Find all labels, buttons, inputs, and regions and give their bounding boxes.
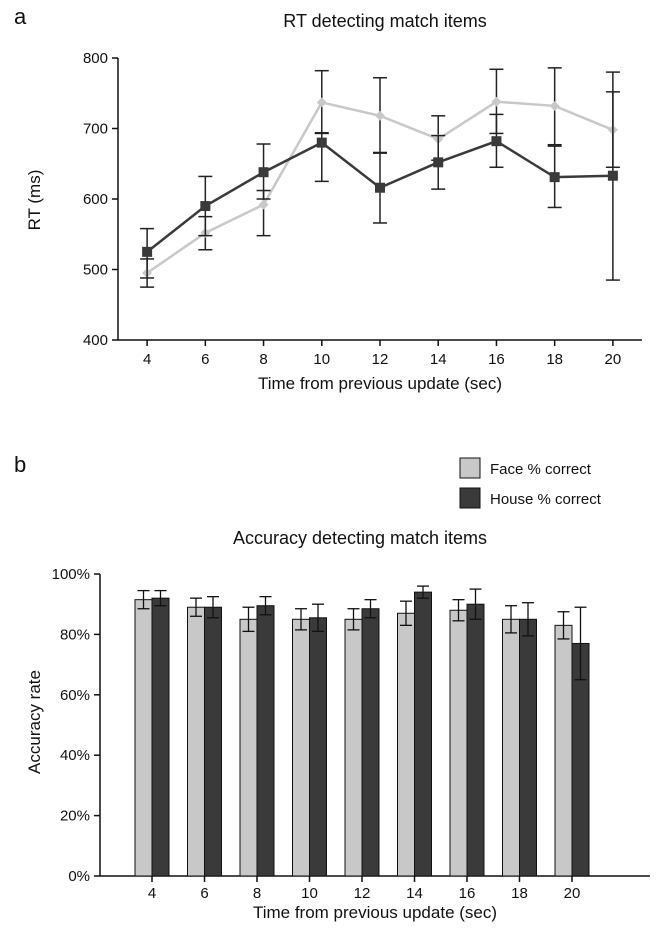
chart-a-point-house xyxy=(375,182,385,193)
chart-b-errorbar-face xyxy=(557,611,570,640)
chart-b-bar-house xyxy=(256,605,275,877)
chart-b-xtick-label: 12 xyxy=(354,885,371,902)
chart-b-xtick-label: 4 xyxy=(148,885,156,902)
chart-b-errorbar-house xyxy=(522,602,534,637)
panel-b-letter: b xyxy=(14,452,26,477)
chart-b-xtick-label: 16 xyxy=(459,885,476,902)
chart-b-bar-face xyxy=(187,606,205,877)
chart-a-ylabel: RT (ms) xyxy=(25,170,44,231)
chart-a-point-face xyxy=(258,199,269,210)
chart-b-errorbar-house xyxy=(312,603,324,633)
chart-a-ytick-label: 600 xyxy=(83,191,108,208)
chart-a-point-house xyxy=(316,137,327,148)
chart-b-plot-area xyxy=(134,585,590,877)
chart-b-bar-face xyxy=(292,618,310,877)
chart-a-xtick-label: 20 xyxy=(605,351,622,368)
chart-b-ytick-label: 40% xyxy=(60,747,90,764)
legend-house-swatch xyxy=(459,487,481,509)
chart-b-ytick-label: 60% xyxy=(60,687,90,704)
chart-b-bar-house xyxy=(204,606,222,877)
chart-b-bar-house xyxy=(151,597,170,877)
chart-a-plot-area xyxy=(140,67,620,288)
chart-b-bar-house xyxy=(361,608,380,877)
chart-b-bar-house xyxy=(414,591,432,877)
chart-b-ytick-label: 100% xyxy=(52,566,90,583)
chart-b-bar-house xyxy=(309,617,327,877)
chart-b-bar-face xyxy=(239,618,258,877)
chart-b-errorbar-face xyxy=(452,599,465,622)
chart-b-xtick-label: 8 xyxy=(253,885,261,902)
chart-b-errorbar-face xyxy=(295,608,307,631)
chart-b-errorbar-house xyxy=(417,585,429,599)
chart-a-point-house xyxy=(549,172,560,183)
chart-b-errorbar-house xyxy=(259,596,272,616)
chart-b-bar-house xyxy=(519,618,537,877)
chart-a-point-house xyxy=(258,167,269,178)
chart-b-errorbar-face xyxy=(400,600,412,626)
chart-a-point-house xyxy=(607,170,618,181)
chart-a-xtick-label: 16 xyxy=(488,351,505,368)
chart-b-bar-face xyxy=(344,618,363,877)
chart-b-xtick-label: 20 xyxy=(564,885,581,902)
chart-a-xtick-label: 4 xyxy=(143,351,151,368)
chart-b-bar-face xyxy=(502,618,520,877)
chart-b-errorbar-face xyxy=(190,597,202,617)
chart-b-xtick-label: 18 xyxy=(511,885,528,902)
chart-b-bar-face xyxy=(554,624,573,877)
chart-a-title: RT detecting match items xyxy=(283,11,486,31)
chart-a-xtick-label: 8 xyxy=(259,351,267,368)
chart-a-xtick-label: 14 xyxy=(430,351,447,368)
chart-a-point-house xyxy=(433,157,444,168)
panel-a-letter: a xyxy=(14,4,27,29)
chart-b-xtick-label: 14 xyxy=(406,885,423,902)
chart-a-ytick-label: 400 xyxy=(83,332,108,349)
chart-a-point-face xyxy=(375,110,385,121)
legend: Face % correct House % correct xyxy=(459,457,602,509)
chart-b-errorbar-house xyxy=(207,596,219,619)
legend-house-label: House % correct xyxy=(490,491,602,508)
chart-a-ytick-label: 800 xyxy=(83,50,108,67)
chart-b-errorbar-face xyxy=(242,606,255,633)
chart-a-point-house xyxy=(200,201,211,212)
chart-a-point-face xyxy=(491,96,502,107)
chart-b-errorbar-house xyxy=(154,589,167,607)
chart-a-xtick-label: 18 xyxy=(546,351,563,368)
chart-b-xlabel: Time from previous update (sec) xyxy=(253,903,497,922)
chart-a-xlabel: Time from previous update (sec) xyxy=(258,374,502,393)
chart-b-errorbar-face xyxy=(347,608,360,631)
chart-a-xtick-label: 10 xyxy=(313,351,330,368)
chart-b-ytick-label: 80% xyxy=(60,626,90,643)
chart-a-point-face xyxy=(549,100,560,111)
chart-a-point-face xyxy=(316,97,327,108)
chart-b-ytick-label: 0% xyxy=(68,868,90,885)
chart-b-xtick-label: 10 xyxy=(301,885,318,902)
chart-a-series-house xyxy=(140,91,620,281)
chart-a-ytick-label: 500 xyxy=(83,262,108,279)
chart-b-errorbar-house xyxy=(574,606,587,681)
panel-b-bar-chart: b Face % correct House % correct Accurac… xyxy=(14,452,650,922)
chart-a-point-house xyxy=(491,136,502,147)
chart-b-bar-face xyxy=(449,609,468,877)
chart-b-ylabel: Accuracy rate xyxy=(25,670,44,774)
chart-b-xtick-label: 6 xyxy=(200,885,208,902)
legend-face-label: Face % correct xyxy=(490,461,592,478)
panel-a-line-chart: a RT detecting match items RT (ms) Time … xyxy=(14,4,642,393)
chart-b-bar-face xyxy=(397,612,415,877)
chart-b-ytick-label: 20% xyxy=(60,808,90,825)
chart-b-errorbar-face xyxy=(505,605,517,634)
chart-a-xtick-label: 12 xyxy=(372,351,389,368)
chart-b-bar-house xyxy=(466,603,485,877)
legend-face-swatch xyxy=(459,457,481,479)
chart-a-errorbar-house xyxy=(605,91,620,281)
chart-a-ytick-label: 700 xyxy=(83,121,108,138)
chart-b-title: Accuracy detecting match items xyxy=(233,528,487,548)
chart-a-axes: 400 500 600 700 800 4 6 8 10 12 14 16 18 20 xyxy=(83,50,642,368)
chart-b-errorbar-house xyxy=(469,588,482,620)
chart-b-errorbar-face xyxy=(137,589,150,610)
chart-a-point-house xyxy=(142,246,153,257)
chart-b-bar-face xyxy=(134,599,153,877)
chart-b-errorbar-house xyxy=(364,599,377,619)
chart-a-xtick-label: 6 xyxy=(201,351,209,368)
